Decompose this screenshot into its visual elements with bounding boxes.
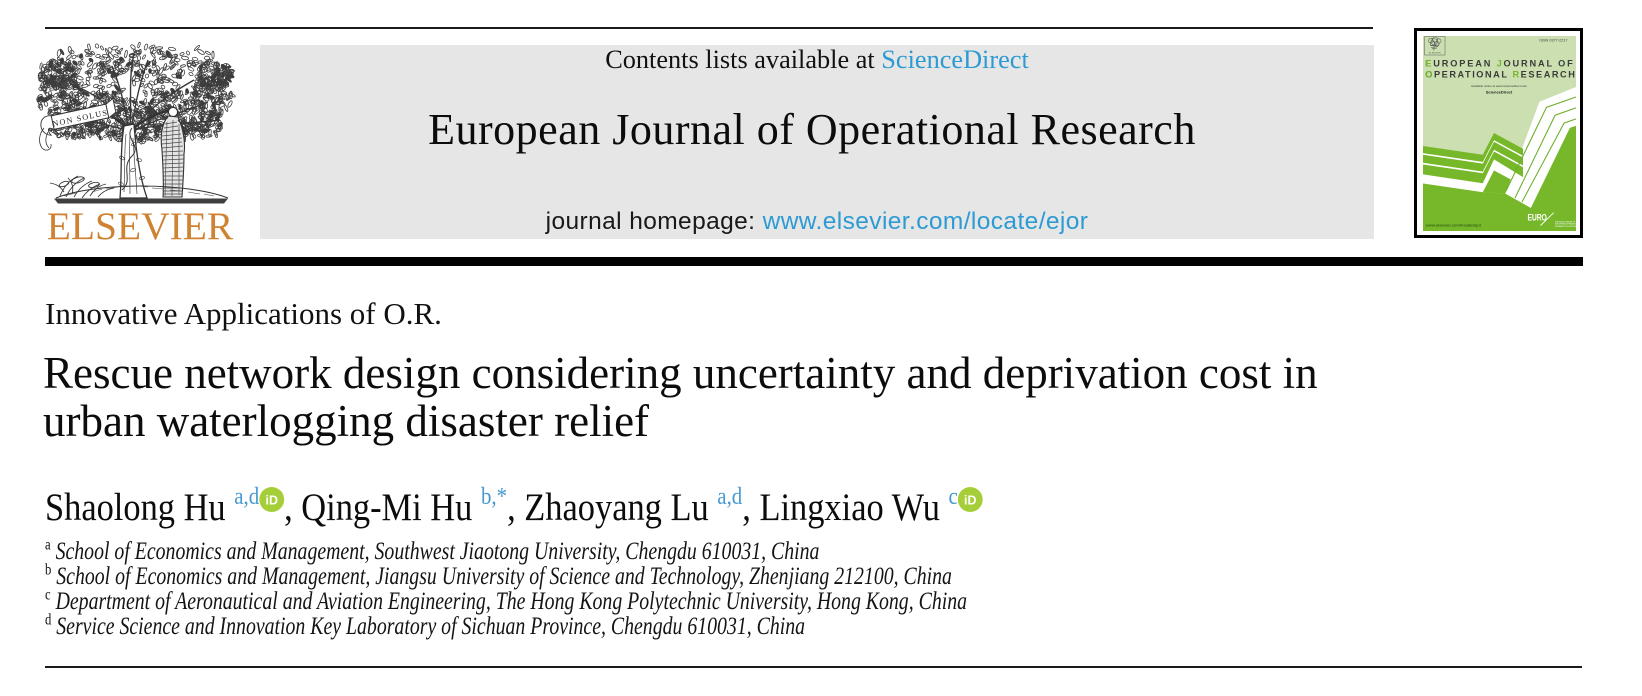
svg-text:RESEARCH SOCIETIES: RESEARCH SOCIETIES	[1555, 225, 1577, 228]
svg-text:Available online at www.scienc: Available online at www.sciencedirect.co…	[1471, 84, 1528, 88]
svg-text:iD: iD	[964, 493, 976, 507]
svg-text:ScienceDirect: ScienceDirect	[1486, 90, 1513, 95]
svg-text:EUROPEAN JOURNAL OF: EUROPEAN JOURNAL OF	[1425, 58, 1574, 68]
svg-text:OPERATIONAL RESEARCH: OPERATIONAL RESEARCH	[1425, 69, 1576, 79]
svg-text:iD: iD	[265, 493, 277, 507]
svg-text:THE ASSOCIATION OF: THE ASSOCIATION OF	[1555, 220, 1576, 223]
svg-text:ELSEVIER: ELSEVIER	[1429, 53, 1441, 55]
svg-text:EURO: EURO	[1528, 212, 1547, 222]
svg-text:E: E	[1425, 58, 1431, 68]
svg-text:www.elsevier.com/locate/ejor: www.elsevier.com/locate/ejor	[1426, 223, 1482, 227]
svg-text:O: O	[1425, 69, 1432, 79]
svg-text:EUROPEAN OPERATIONAL: EUROPEAN OPERATIONAL	[1555, 223, 1579, 226]
svg-text:ISSN 0377-2217: ISSN 0377-2217	[1539, 39, 1567, 43]
